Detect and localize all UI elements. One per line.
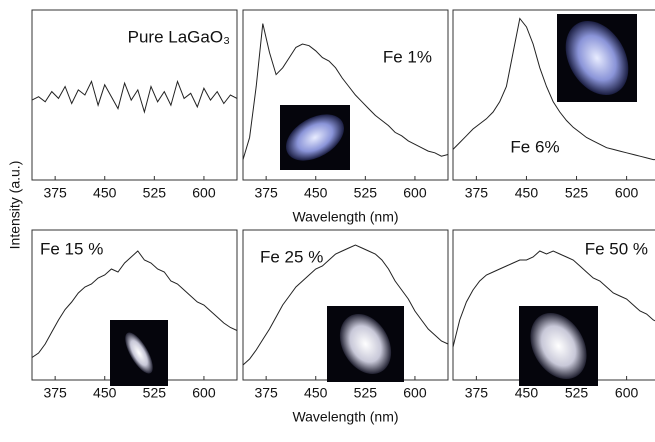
x-tick-label: 525 <box>565 385 589 401</box>
x-tick-label: 600 <box>615 385 639 401</box>
panel-title: Pure LaGaO₃ <box>128 27 230 46</box>
x-axis-label: Wavelength (nm) <box>292 409 398 425</box>
spectrum-line <box>242 23 449 160</box>
x-axis-label: Wavelength (nm) <box>292 209 398 225</box>
spectrum-line <box>31 79 238 114</box>
panel-title: Fe 1% <box>383 47 432 66</box>
x-tick-label: 600 <box>403 385 427 401</box>
inset-glow <box>565 20 629 96</box>
x-tick-label: 525 <box>143 385 167 401</box>
panel-title: Fe 6% <box>510 137 559 156</box>
inset-glow <box>339 314 392 374</box>
y-axis-label: Intensity (a.u.) <box>7 161 23 250</box>
x-tick-label: 450 <box>515 185 539 201</box>
x-tick-label: 375 <box>254 185 278 201</box>
x-tick-label: 375 <box>254 385 278 401</box>
x-tick-label: 525 <box>354 185 378 201</box>
panel-title: Fe 50 % <box>585 239 648 258</box>
inset-glow <box>286 114 344 161</box>
x-tick-label: 450 <box>304 185 328 201</box>
x-tick-label: 450 <box>304 385 328 401</box>
x-tick-label: 450 <box>93 385 117 401</box>
x-tick-label: 375 <box>465 185 489 201</box>
panel-title: Fe 25 % <box>260 247 323 266</box>
x-tick-label: 450 <box>515 385 539 401</box>
x-tick-label: 600 <box>192 385 216 401</box>
x-tick-label: 600 <box>615 185 639 201</box>
spectrum-line <box>31 250 238 358</box>
x-tick-label: 450 <box>93 185 117 201</box>
x-tick-label: 375 <box>43 385 67 401</box>
x-tick-label: 600 <box>403 185 427 201</box>
x-tick-label: 525 <box>143 185 167 201</box>
panel-frame <box>31 9 238 181</box>
panel-title: Fe 15 % <box>40 239 103 258</box>
x-tick-label: 375 <box>43 185 67 201</box>
spectrum-line <box>452 250 655 348</box>
spectrum-line <box>242 244 449 366</box>
inset-glow <box>530 312 587 380</box>
spectrum-line <box>452 17 655 161</box>
x-tick-label: 600 <box>192 185 216 201</box>
x-tick-label: 525 <box>354 385 378 401</box>
panel-frame <box>452 9 655 181</box>
x-tick-label: 525 <box>565 185 589 201</box>
panel-frame <box>242 9 449 181</box>
inset-glow <box>125 332 153 374</box>
x-tick-label: 375 <box>465 385 489 401</box>
